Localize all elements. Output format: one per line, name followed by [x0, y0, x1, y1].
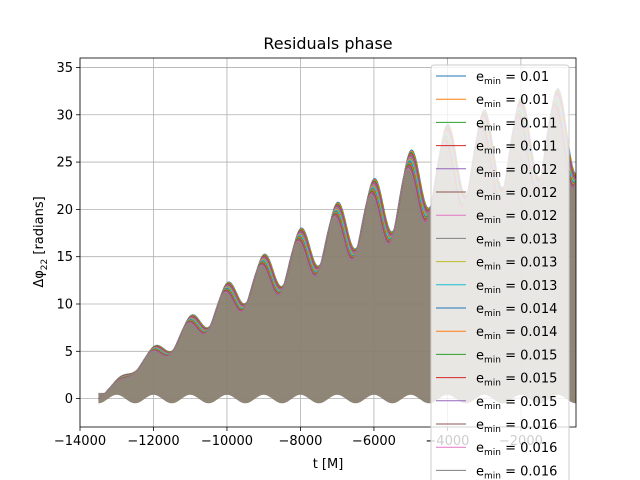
legend-label: emin = 0.016: [476, 441, 557, 458]
y-tick-label: 20: [56, 203, 73, 218]
legend-label: emin = 0.012: [476, 163, 557, 180]
y-tick-label: 25: [56, 156, 73, 171]
y-tick-label: 5: [65, 345, 73, 360]
y-axis-label-main: Δφ: [32, 270, 47, 287]
legend-entry: emin = 0.016: [436, 418, 557, 435]
legend-entry: emin = 0.013: [436, 232, 557, 249]
legend-entry: emin = 0.014: [436, 325, 557, 342]
x-tick-label: −10000: [201, 434, 253, 449]
legend-entry: emin = 0.013: [436, 279, 557, 296]
y-tick-label: 30: [56, 108, 73, 123]
x-tick-label: −14000: [54, 434, 106, 449]
x-tick-label: −6000: [352, 434, 396, 449]
legend-entry: emin = 0.012: [436, 186, 557, 203]
legend-label: emin = 0.01: [476, 93, 549, 110]
legend-label: emin = 0.013: [476, 256, 557, 273]
y-tick-label: 10: [56, 298, 73, 313]
legend-label: emin = 0.016: [476, 418, 557, 435]
legend-label: emin = 0.013: [476, 232, 557, 249]
legend-entry: emin = 0.013: [436, 256, 557, 273]
legend-label: emin = 0.01: [476, 70, 549, 87]
y-axis-label: Δφ22 [radians]: [32, 196, 50, 287]
legend-entry: emin = 0.011: [436, 116, 557, 133]
y-tick-label: 0: [65, 392, 73, 407]
legend-label: emin = 0.011: [476, 140, 557, 157]
x-tick-label: −12000: [127, 434, 179, 449]
legend-label: emin = 0.015: [476, 348, 557, 365]
legend-entry: emin = 0.012: [436, 163, 557, 180]
legend-entry: emin = 0.014: [436, 302, 557, 319]
legend-entry: emin = 0.012: [436, 209, 557, 226]
legend-label: emin = 0.014: [476, 302, 557, 319]
legend-entry: emin = 0.015: [436, 348, 557, 365]
y-axis-label-suffix: [radians]: [32, 196, 47, 258]
y-tick-label: 35: [56, 61, 73, 76]
legend-label: emin = 0.012: [476, 186, 557, 203]
y-axis-ticks: 0 5 10 15 20 25 30 35: [56, 61, 80, 407]
y-axis-label-subscript: 22: [40, 259, 50, 270]
legend-entry: emin = 0.016: [436, 441, 557, 458]
legend-label: emin = 0.015: [476, 395, 557, 412]
legend-label: emin = 0.012: [476, 209, 557, 226]
legend-label: emin = 0.013: [476, 279, 557, 296]
legend-entry: emin = 0.011: [436, 140, 557, 157]
legend-entry: emin = 0.015: [436, 372, 557, 389]
y-tick-label: 15: [56, 250, 73, 265]
legend-label: emin = 0.016: [476, 464, 557, 480]
legend-entry: emin = 0.015: [436, 395, 557, 412]
legend-entry: emin = 0.01: [436, 93, 549, 110]
legend-entry: emin = 0.016: [436, 464, 557, 480]
x-tick-label: −8000: [278, 434, 322, 449]
legend-label: emin = 0.011: [476, 116, 557, 133]
legend: emin = 0.01 emin = 0.01 emin = 0.011 emin =…: [430, 64, 570, 480]
legend-label: emin = 0.014: [476, 325, 557, 342]
chart-title: Residuals phase: [263, 34, 392, 53]
legend-label: emin = 0.015: [476, 372, 557, 389]
plot-area-frame: [79, 57, 577, 428]
x-axis-label: t [M]: [313, 457, 344, 472]
legend-entry: emin = 0.01: [436, 70, 549, 87]
